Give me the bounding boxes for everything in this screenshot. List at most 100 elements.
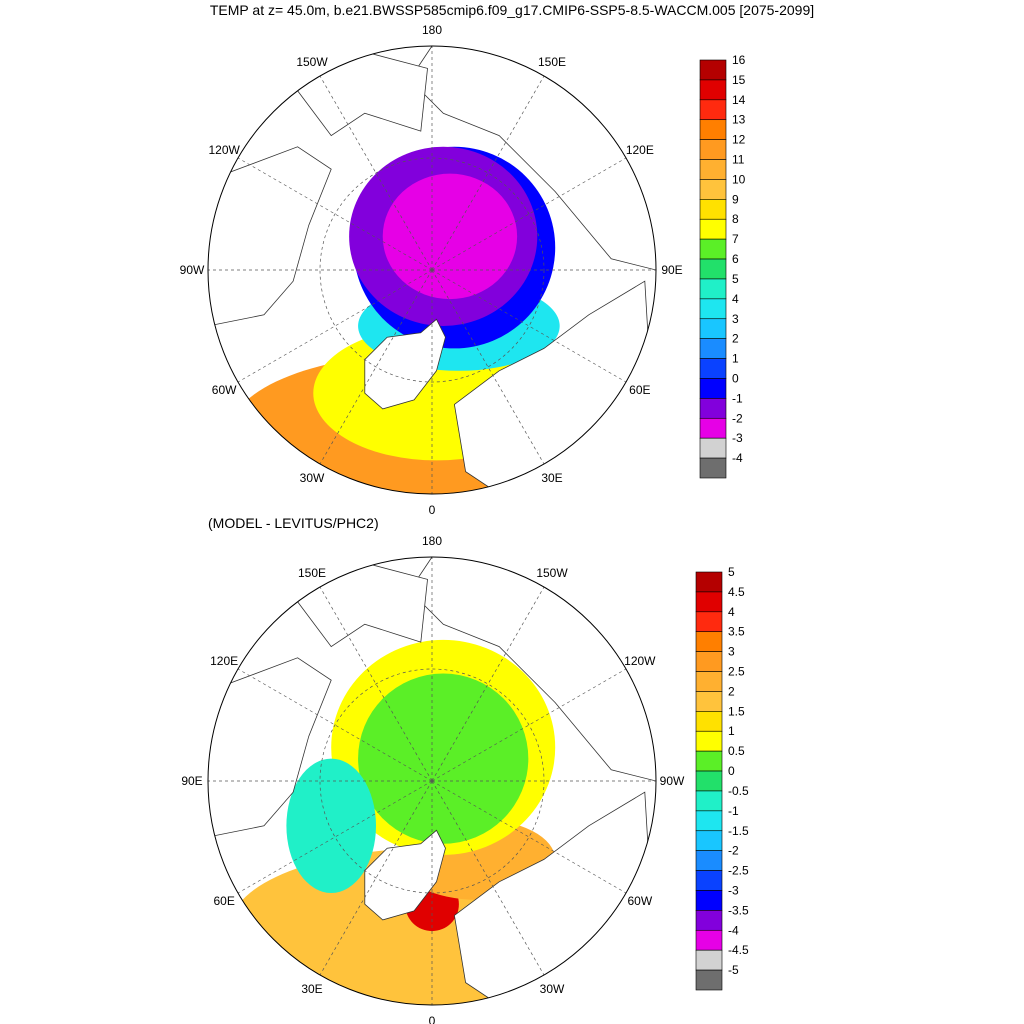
colorbar-label: 4.5: [728, 585, 745, 599]
colorbar-label: 3: [732, 312, 739, 326]
meridian-line: [237, 668, 433, 782]
colorbar-swatch: [699, 298, 727, 320]
colorbar-swatch: [695, 671, 723, 692]
colorbar-label: -5: [728, 963, 739, 977]
map-border: [207, 45, 657, 495]
colorbar-label: -4: [732, 451, 743, 465]
colorbar-label: 1.5: [728, 704, 745, 718]
colorbar-label: 2.5: [728, 665, 745, 679]
colorbar-swatch: [699, 79, 727, 101]
longitude-label: 180: [422, 534, 442, 548]
longitude-label: 120W: [624, 654, 656, 668]
meridian-line: [319, 75, 433, 271]
longitude-label: 120W: [208, 143, 240, 157]
colorbar-label: 15: [732, 73, 746, 87]
longitude-label: 90E: [661, 263, 682, 277]
colorbar-label: 2: [728, 684, 735, 698]
colorbar-swatch: [699, 437, 727, 459]
colorbar-swatch: [699, 398, 727, 419]
longitude-label: 30E: [301, 982, 322, 996]
colorbar-label: 9: [732, 192, 739, 206]
longitude-label: 30W: [300, 471, 325, 485]
colorbar-swatch: [695, 949, 723, 971]
colorbar-swatch: [699, 278, 727, 300]
colorbar-label: 16: [732, 53, 746, 67]
map-border: [207, 556, 657, 1006]
colorbar-label: -3.5: [728, 903, 749, 917]
colorbar-swatch: [699, 179, 727, 200]
colorbar-label: -3: [728, 883, 739, 897]
meridian-line: [431, 269, 627, 383]
temp-field-core: [382, 173, 518, 300]
longitude-label: 150E: [538, 55, 566, 69]
longitude-label: 60W: [212, 383, 237, 397]
colorbar-label: 1: [728, 724, 735, 738]
meridian-line: [237, 157, 433, 271]
land-canada: [208, 146, 332, 327]
colorbar-swatch: [695, 969, 723, 991]
colorbar-label: 2: [732, 332, 739, 346]
colorbar-label: -2: [728, 844, 739, 858]
colorbar-swatch: [699, 218, 727, 240]
colorbar-swatch: [695, 591, 723, 613]
colorbar-swatch: [695, 611, 723, 633]
colorbar-swatch: [699, 378, 727, 399]
longitude-label: 60W: [628, 894, 653, 908]
colorbar-swatch: [699, 59, 727, 81]
colorbar-swatch: [695, 850, 723, 871]
bottom-map-panel: 180 150W 120W 90W 60W 30W 0 30E 60E 90E 120E 150E 5 4…: [181, 534, 749, 1024]
colorbar-label: 5: [728, 565, 735, 579]
longitude-label: 30W: [540, 982, 565, 996]
land-canada: [208, 657, 332, 838]
longitude-label: 90E: [181, 774, 202, 788]
longitude-label: 0: [429, 503, 436, 517]
colorbar-label: 6: [732, 252, 739, 266]
meridian-line: [431, 269, 545, 465]
longitude-label: 60E: [213, 894, 234, 908]
colorbar-swatch: [699, 318, 727, 339]
colorbar-label: 0: [728, 764, 735, 778]
meridian-line: [431, 780, 545, 976]
colorbar-swatch: [699, 99, 727, 121]
longitude-label: 0: [429, 1014, 436, 1024]
colorbar-swatch: [695, 929, 723, 951]
colorbar-label: 10: [732, 172, 746, 186]
colorbar-swatch: [695, 790, 723, 812]
colorbar-label: 11: [732, 153, 745, 167]
colorbar-label: 0.5: [728, 744, 745, 758]
colorbar-swatch: [699, 338, 727, 359]
longitude-label: 30E: [541, 471, 562, 485]
anomaly-field-archipelago: [286, 758, 377, 893]
longitude-label: 150W: [296, 55, 328, 69]
colorbar-label: 14: [732, 93, 746, 107]
meridian-line: [237, 780, 433, 894]
parallel-line: [319, 157, 545, 383]
colorbar-label: 4: [732, 292, 739, 306]
colorbar-swatch: [695, 711, 723, 732]
colorbar-swatch: [699, 238, 727, 260]
land-greenland: [364, 829, 446, 921]
colorbar-swatch: [695, 910, 723, 931]
colorbar-swatch: [699, 159, 727, 180]
colorbar-swatch: [699, 258, 727, 280]
colorbar-label: 5: [732, 272, 739, 286]
meridian-line: [431, 157, 627, 271]
colorbar-swatch: [695, 890, 723, 911]
colorbar-swatch: [699, 457, 727, 479]
colorbar-swatch: [695, 730, 723, 752]
colorbar-label: -2: [732, 411, 743, 425]
colorbar-label: 3.5: [728, 625, 745, 639]
colorbar-label: 7: [732, 232, 739, 246]
figure-title: TEMP at z= 45.0m, b.e21.BWSSP585cmip6.f0…: [209, 2, 815, 18]
land-greenland: [364, 318, 446, 410]
longitude-label: 90W: [180, 263, 205, 277]
colorbar-swatch: [699, 139, 727, 160]
colorbar-swatch: [699, 358, 727, 379]
colorbar-label: -2.5: [728, 864, 749, 878]
colorbar-label: -1: [728, 804, 739, 818]
colorbar-swatch: [699, 199, 727, 220]
longitude-label: 120E: [210, 654, 238, 668]
